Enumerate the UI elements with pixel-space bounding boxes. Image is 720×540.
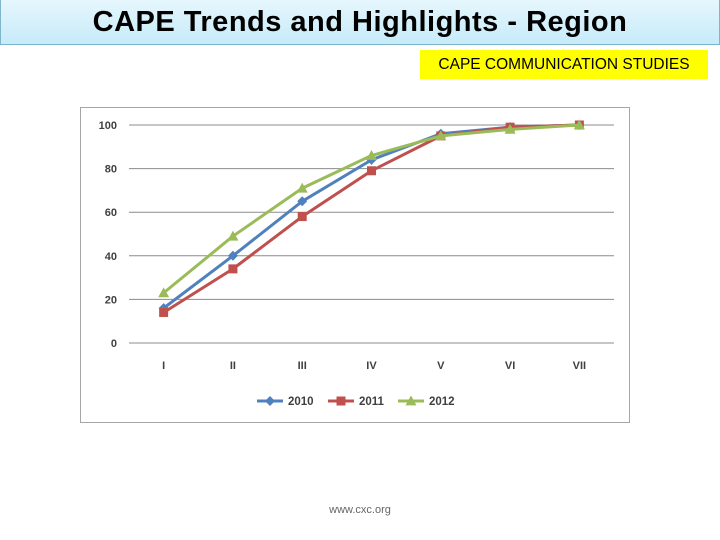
chart-frame: 0 20 40 60 80 100 I II III IV V VI VII 2010 2011 2012	[80, 107, 630, 423]
x-tick-label: II	[230, 360, 236, 372]
data-point-2011	[228, 264, 238, 274]
y-tick-label: 80	[105, 164, 117, 176]
data-point-2011	[297, 212, 307, 222]
data-point-2010	[297, 196, 308, 207]
legend-label: 2011	[359, 396, 385, 408]
data-point-2012	[435, 130, 447, 141]
data-point-2011	[367, 166, 376, 176]
legend-label: 2012	[429, 396, 455, 408]
x-tick-label: IV	[366, 360, 377, 372]
subject-badge: CAPE COMMUNICATION STUDIES	[420, 50, 708, 79]
data-point-2012	[504, 123, 516, 134]
x-tick-label: V	[437, 360, 445, 372]
legend-marker-2012	[405, 395, 417, 406]
data-point-2012	[366, 150, 377, 160]
data-point-2011	[159, 307, 169, 317]
y-tick-label: 40	[105, 251, 117, 263]
legend-marker-2010	[265, 396, 275, 406]
y-tick-label: 60	[105, 207, 117, 219]
footer-url: www.cxc.org	[329, 504, 391, 516]
legend-marker-2011	[336, 396, 346, 406]
data-point-2012	[227, 230, 239, 241]
legend-label: 2010	[288, 396, 314, 408]
y-tick-label: 100	[99, 120, 117, 132]
page-title: CAPE Trends and Highlights - Region	[92, 5, 628, 38]
x-tick-label: VI	[505, 360, 515, 372]
x-tick-label: VII	[573, 360, 586, 372]
x-tick-label: I	[162, 360, 165, 372]
data-point-2012	[296, 182, 308, 193]
data-point-2012	[158, 287, 170, 298]
y-tick-label: 0	[111, 338, 117, 350]
title-bar: CAPE Trends and Highlights - Region	[0, 0, 720, 45]
x-tick-label: III	[298, 360, 307, 372]
y-tick-label: 20	[105, 294, 117, 306]
data-point-2010	[227, 250, 238, 261]
data-point-2012	[573, 119, 585, 130]
